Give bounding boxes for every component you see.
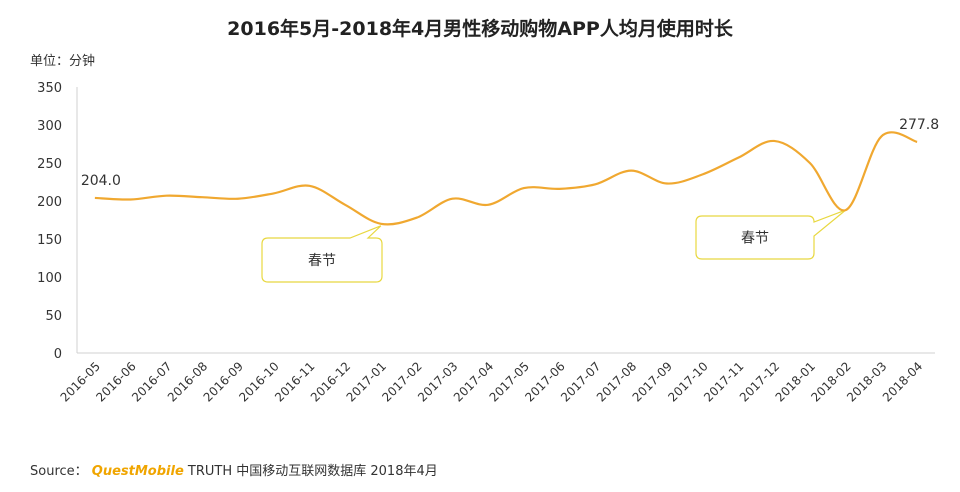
- y-tick-label: 150: [37, 233, 62, 248]
- y-tick-label: 250: [37, 157, 62, 172]
- data-label: 204.0: [81, 173, 121, 189]
- callout-box: [695, 209, 847, 260]
- series-line: [94, 131, 918, 226]
- data-label: 277.8: [899, 117, 939, 133]
- source-rest: TRUTH 中国移动互联网数据库 2018年4月: [183, 464, 438, 479]
- source-note: Source： QuestMobile TRUTH 中国移动互联网数据库 201…: [30, 460, 438, 479]
- unit-label: 单位：分钟: [30, 54, 96, 69]
- y-axis: 0 50 100 150 200 250 300 350: [37, 81, 78, 362]
- source-brand: QuestMobile: [91, 464, 184, 479]
- callout: 春节: [261, 225, 383, 283]
- y-tick-label: 300: [37, 119, 62, 134]
- chart-title: 2016年5月-2018年4月男性移动购物APP人均月使用时长: [227, 18, 733, 40]
- callout-text: 春节: [741, 231, 769, 247]
- x-tick-label: 2018-04: [880, 359, 925, 404]
- callout: 春节: [695, 209, 847, 260]
- y-tick-label: 0: [54, 347, 62, 362]
- y-tick-label: 200: [37, 195, 62, 210]
- data-labels: 204.0 277.8: [81, 117, 939, 189]
- y-tick-label: 50: [45, 309, 62, 324]
- y-tick-label: 350: [37, 81, 62, 96]
- source-prefix: Source：: [30, 464, 88, 479]
- callout-box: [261, 225, 383, 283]
- x-axis: 2016-052016-062016-072016-082016-092016-…: [58, 352, 935, 405]
- callout-text: 春节: [308, 253, 336, 269]
- y-tick-label: 100: [37, 271, 62, 286]
